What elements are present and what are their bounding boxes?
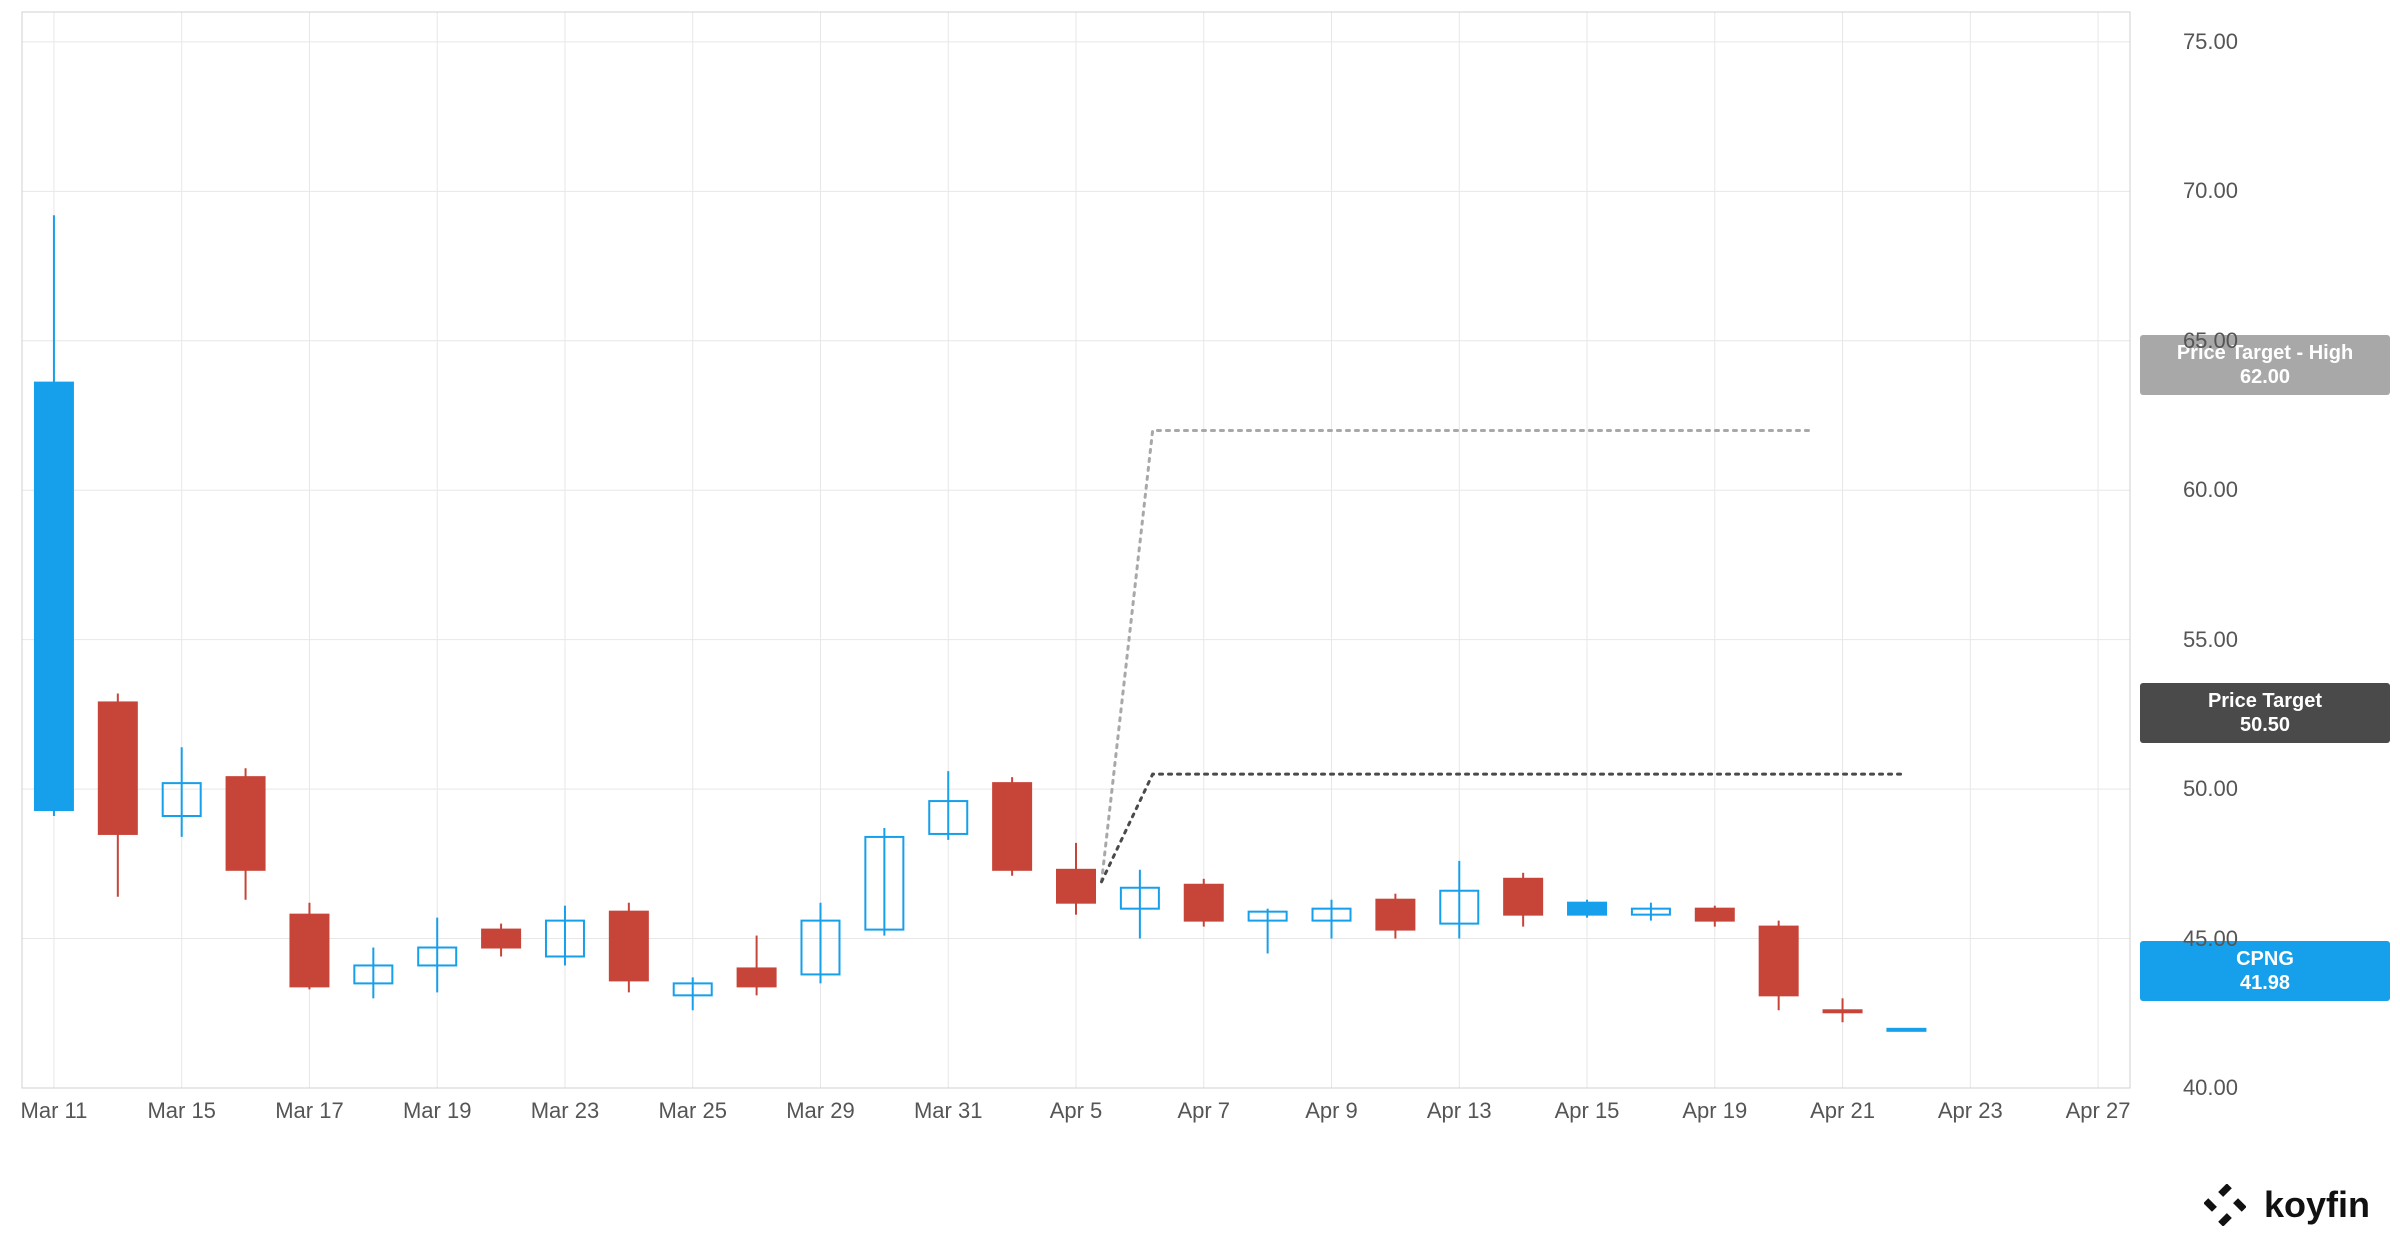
y-tick-label: 55.00 — [2148, 627, 2238, 653]
y-tick-label: 70.00 — [2148, 178, 2238, 204]
x-tick-label: Apr 9 — [1292, 1098, 1372, 1124]
y-tick-label: 40.00 — [2148, 1075, 2238, 1101]
brand-text: koyfin — [2264, 1184, 2370, 1226]
x-tick-label: Mar 31 — [908, 1098, 988, 1124]
y-tick-label: 60.00 — [2148, 477, 2238, 503]
flag-avg-title: Price Target — [2152, 689, 2378, 713]
flag-high-value: 62.00 — [2152, 365, 2378, 389]
x-tick-label: Mar 11 — [14, 1098, 94, 1124]
x-tick-label: Mar 25 — [653, 1098, 733, 1124]
x-tick-label: Apr 27 — [2058, 1098, 2138, 1124]
y-tick-label: 75.00 — [2148, 29, 2238, 55]
flag-avg-value: 50.50 — [2152, 713, 2378, 737]
koyfin-icon — [2204, 1184, 2246, 1226]
x-tick-label: Apr 23 — [1930, 1098, 2010, 1124]
candlestick-chart[interactable] — [0, 0, 2400, 1240]
x-tick-label: Apr 15 — [1547, 1098, 1627, 1124]
x-tick-label: Apr 19 — [1675, 1098, 1755, 1124]
x-tick-label: Apr 13 — [1419, 1098, 1499, 1124]
y-tick-label: 65.00 — [2148, 328, 2238, 354]
x-tick-label: Mar 29 — [780, 1098, 860, 1124]
x-tick-label: Apr 5 — [1036, 1098, 1116, 1124]
x-tick-label: Apr 21 — [1803, 1098, 1883, 1124]
y-tick-label: 50.00 — [2148, 776, 2238, 802]
x-tick-label: Mar 15 — [142, 1098, 222, 1124]
x-tick-label: Mar 17 — [269, 1098, 349, 1124]
brand-logo: koyfin — [2204, 1184, 2370, 1226]
flag-price-target-avg: Price Target 50.50 — [2140, 683, 2390, 743]
y-tick-label: 45.00 — [2148, 926, 2238, 952]
x-tick-label: Mar 19 — [397, 1098, 477, 1124]
x-tick-label: Apr 7 — [1164, 1098, 1244, 1124]
x-tick-label: Mar 23 — [525, 1098, 605, 1124]
flag-cpng-value: 41.98 — [2152, 971, 2378, 995]
